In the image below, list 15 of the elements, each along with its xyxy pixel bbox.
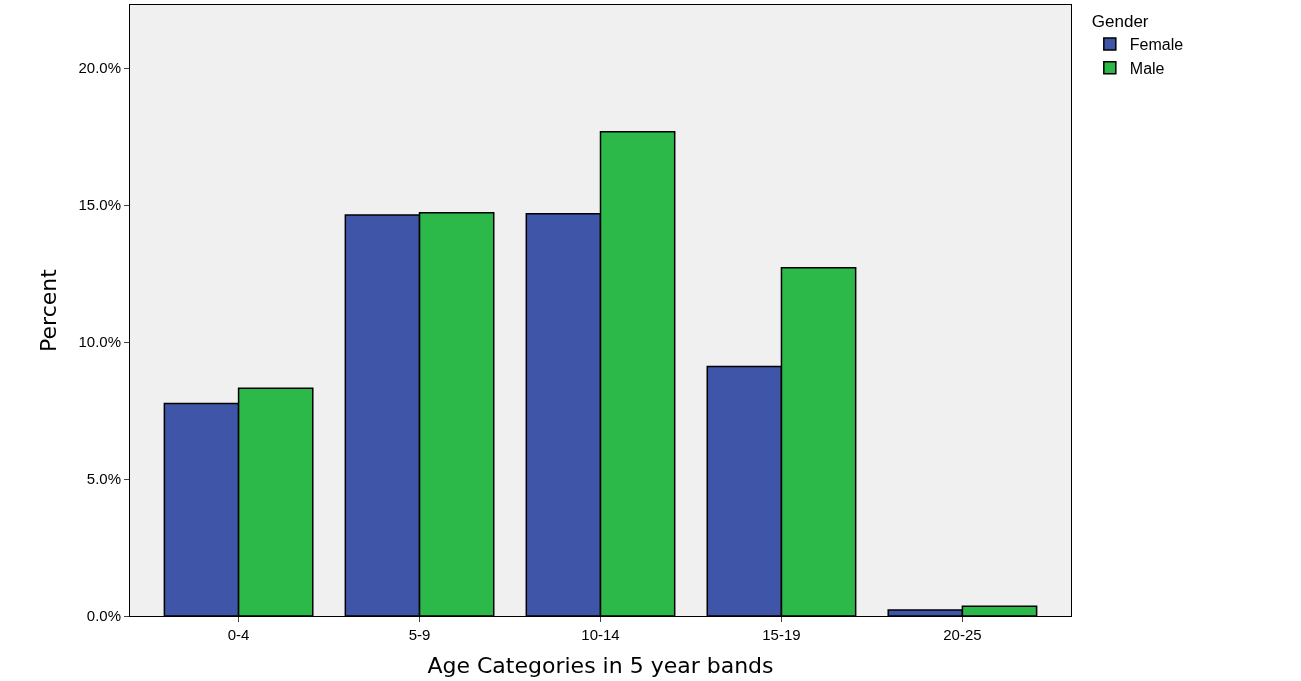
x-tick-label: 10-14 <box>581 626 620 643</box>
legend-label: Female <box>1129 36 1184 54</box>
x-tick-label: 5-9 <box>408 626 431 643</box>
y-tick-label: 10.0% <box>78 333 121 351</box>
x-tick-label: 20-25 <box>943 626 982 643</box>
legend-title: Gender <box>1091 12 1149 32</box>
x-tick-label: 15-19 <box>762 626 801 643</box>
y-tick-label: 15.0% <box>78 196 121 214</box>
x-tick-label: 0-4 <box>227 626 250 643</box>
y-tick-label: 5.0% <box>86 470 121 488</box>
legend-label: Male <box>1129 60 1165 78</box>
x-axis-title: Age Categories in 5 year bands <box>427 652 774 678</box>
y-axis-title: Percent <box>36 268 62 352</box>
y-tick-label: 20.0% <box>78 59 121 77</box>
y-tick-label: 0.0% <box>86 607 121 625</box>
